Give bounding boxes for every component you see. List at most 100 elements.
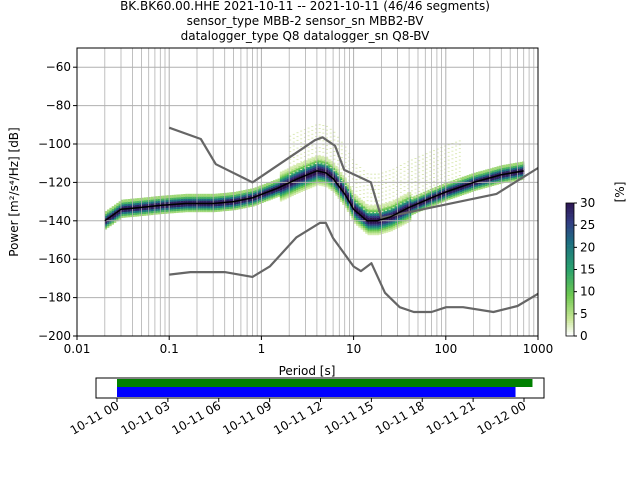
- y-tick-label: −160: [38, 252, 71, 266]
- heatmap-cell: [245, 191, 248, 195]
- heatmap-cell: [296, 183, 299, 187]
- y-tick-label: −120: [38, 175, 71, 189]
- heatmap-cell: [303, 168, 306, 172]
- heatmap-cell: [114, 216, 117, 220]
- heatmap-cell: [425, 176, 428, 178]
- heatmap-cell: [178, 196, 181, 200]
- heatmap-cell: [342, 175, 345, 179]
- heatmap-cell: [298, 170, 301, 174]
- heatmap-cell: [293, 186, 297, 190]
- heatmap-cell: [268, 195, 271, 199]
- heatmap-cell: [226, 198, 230, 202]
- heatmap-cell: [292, 149, 295, 151]
- heatmap-cell: [303, 167, 306, 169]
- heatmap-cell: [443, 196, 446, 200]
- heatmap-cell: [300, 165, 303, 169]
- heatmap-cell: [365, 226, 368, 230]
- heatmap-cell: [206, 199, 209, 203]
- colorbar-segment: [566, 249, 574, 253]
- heatmap-cell: [385, 206, 387, 207]
- heatmap-cell: [381, 203, 384, 205]
- heatmap-cell: [222, 196, 225, 200]
- heatmap-cell: [366, 196, 369, 198]
- heatmap-cell: [169, 195, 172, 199]
- heatmap-cell: [388, 205, 391, 209]
- y-tick-label: −180: [38, 291, 71, 305]
- heatmap-cell: [351, 189, 354, 191]
- heatmap-cell: [374, 228, 377, 232]
- heatmap-cell: [443, 185, 446, 189]
- heatmap-cell: [439, 185, 442, 189]
- heatmap-cell: [312, 167, 315, 170]
- heatmap-cell: [296, 187, 299, 191]
- heatmap-cell: [498, 171, 502, 175]
- heatmap-cell: [372, 216, 375, 220]
- heatmap-cell: [455, 168, 458, 170]
- heatmap-cell: [183, 209, 186, 213]
- heatmap-cell: [289, 190, 292, 194]
- heatmap-cell: [123, 212, 126, 216]
- heatmap-cell: [355, 171, 358, 173]
- heatmap-cell: [432, 203, 435, 207]
- heatmap-cell: [314, 175, 317, 179]
- heatmap-cell: [277, 184, 280, 188]
- heatmap-cell: [346, 189, 350, 193]
- heatmap-cell: [410, 190, 413, 192]
- heatmap-cell: [346, 205, 350, 209]
- heatmap-cell: [340, 153, 343, 155]
- heatmap-cell: [379, 229, 382, 233]
- heatmap-cell: [169, 206, 172, 210]
- heatmap-cell: [427, 199, 430, 203]
- heatmap-cell: [277, 182, 280, 186]
- heatmap-cell: [457, 189, 460, 193]
- heatmap-cell: [215, 193, 218, 197]
- heatmap-cell: [233, 207, 237, 211]
- heatmap-cell: [132, 198, 135, 202]
- heatmap-cell: [399, 217, 403, 221]
- heatmap-cell: [321, 177, 324, 181]
- heatmap-cell: [330, 161, 333, 165]
- heatmap-cell: [107, 215, 110, 219]
- heatmap-cell: [395, 202, 398, 206]
- heatmap-cell: [231, 196, 234, 199]
- colorbar-segment: [566, 324, 574, 328]
- heatmap-cell: [322, 159, 325, 161]
- heatmap-cell: [349, 211, 352, 214]
- heatmap-cell: [323, 183, 326, 187]
- heatmap-cell: [462, 182, 465, 186]
- heatmap-cell: [332, 186, 336, 189]
- heatmap-cell: [319, 165, 322, 169]
- heatmap-cell: [349, 197, 352, 201]
- heatmap-cell: [210, 199, 214, 203]
- heatmap-cell: [335, 185, 338, 189]
- heatmap-cell: [404, 213, 407, 217]
- heatmap-cell: [298, 166, 301, 170]
- heatmap-cell: [289, 184, 292, 188]
- heatmap-cell: [134, 198, 137, 202]
- heatmap-cell: [329, 155, 332, 157]
- heatmap-cell: [167, 204, 170, 208]
- heatmap-cell: [381, 204, 384, 208]
- heatmap-cell: [266, 194, 269, 198]
- heatmap-cell: [318, 158, 321, 160]
- heatmap-cell: [173, 204, 177, 208]
- heatmap-cell: [231, 207, 234, 211]
- heatmap-cell: [487, 178, 490, 182]
- heatmap-cell: [365, 203, 368, 207]
- heatmap-cell: [489, 177, 492, 181]
- colorbar-segment: [566, 318, 574, 321]
- heatmap-cell: [452, 179, 456, 183]
- heatmap-cell: [167, 201, 170, 204]
- heatmap-cell: [337, 163, 340, 165]
- heatmap-cell: [444, 153, 447, 155]
- heatmap-cell: [132, 213, 135, 217]
- heatmap-cell: [457, 187, 460, 191]
- heatmap-cell: [328, 178, 331, 182]
- heatmap-cell: [201, 193, 204, 197]
- heatmap-cell: [213, 207, 216, 211]
- heatmap-cell: [167, 210, 170, 214]
- heatmap-cell: [441, 186, 444, 190]
- colorbar-segment: [566, 287, 574, 290]
- heatmap-cell: [185, 197, 188, 201]
- heatmap-cell: [501, 167, 504, 170]
